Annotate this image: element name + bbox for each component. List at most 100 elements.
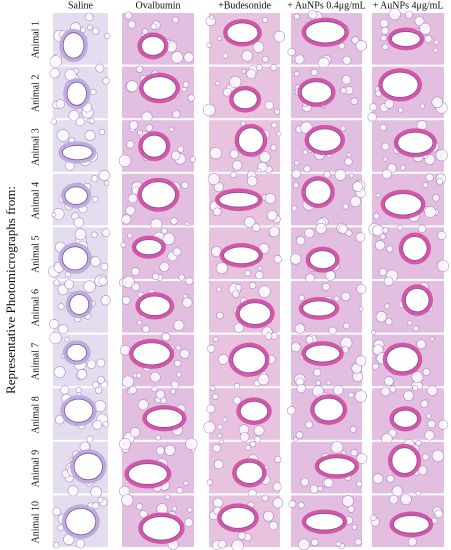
alveolus [380,386,391,397]
micrograph [372,385,449,445]
alveolus [403,390,414,402]
alveolus [121,375,135,388]
alveolus [399,164,406,171]
alveolus [95,386,103,394]
alveolus [264,192,276,205]
alveolus [333,384,344,396]
alveolus [346,152,352,158]
alveolus [431,449,445,463]
micrograph [53,441,108,498]
alveolus [128,120,139,130]
alveolus [294,54,305,65]
alveolus [344,157,353,166]
alveolus [303,165,311,173]
alveolus [355,355,367,367]
alveolus [345,229,353,237]
alveolus [176,486,184,494]
alveolus [172,247,182,257]
alveolus [92,501,100,510]
alveolus [271,122,278,129]
micrograph [51,169,110,228]
micrograph [372,7,444,65]
alveolus [125,205,136,216]
alveolus [172,16,179,24]
alveolus [252,223,261,232]
alveolus [86,359,97,369]
alveolus [373,212,380,220]
alveolus [207,344,216,353]
alveolus [174,359,182,368]
micrograph [202,64,281,119]
airway-lumen [238,127,264,154]
airway-lumen [235,461,264,484]
alveolus [217,424,223,430]
alveolus [215,262,228,275]
alveolus [290,342,301,353]
micrograph [372,169,447,226]
alveolus [289,253,302,265]
side-label: Representative Photomicrographs from: [3,186,18,394]
alveolus [270,144,277,151]
alveolus [422,182,429,188]
airway-lumen [386,346,419,373]
alveolus [162,232,176,246]
airway-lumen [391,447,418,474]
alveolus [268,521,279,531]
alveolus [216,286,222,293]
alveolus [415,490,422,497]
alveolus [183,480,189,486]
micrograph [118,120,197,172]
alveolus [259,151,271,163]
alveolus [51,212,57,218]
alveolus [203,421,216,434]
alveolus [137,399,149,411]
alveolus [249,440,257,448]
alveolus [246,175,258,187]
alveolus [151,386,158,393]
alveolus [173,319,185,331]
airway-lumen [62,32,85,59]
micrograph [121,173,194,231]
alveolus [266,210,278,221]
alveolus [405,10,413,19]
alveolus [86,435,94,443]
alveolus [420,399,429,408]
alveolus [244,269,252,277]
micrograph [209,120,282,174]
alveolus [356,452,368,464]
row-label: Animal 4 [30,182,41,220]
alveolus [323,170,331,179]
alveolus [101,228,111,238]
micrograph [370,276,444,335]
alveolus [355,232,366,243]
alveolus [272,482,282,492]
alveolus [432,194,440,202]
row-label: Animal 2 [30,75,41,113]
alveolus [185,277,194,286]
alveolus [49,67,60,79]
alveolus [212,497,224,508]
alveolus [187,94,195,102]
alveolus [76,369,88,380]
micrograph [207,170,281,228]
micrograph [209,281,280,338]
alveolus [288,500,297,508]
airway-lumen [232,346,266,374]
alveolus [99,129,106,136]
micrograph [372,120,448,174]
alveolus [307,9,318,20]
alveolus [334,169,347,181]
micrograph [367,66,448,122]
micrograph [206,439,282,498]
airway-lumen [73,452,103,481]
alveolus [182,297,193,308]
alveolus [152,272,160,280]
alveolus [56,129,70,142]
alveolus [375,193,381,198]
alveolus [351,524,358,530]
micrograph [287,9,367,69]
alveolus [378,268,388,277]
alveolus [49,331,62,345]
alveolus [231,539,244,550]
